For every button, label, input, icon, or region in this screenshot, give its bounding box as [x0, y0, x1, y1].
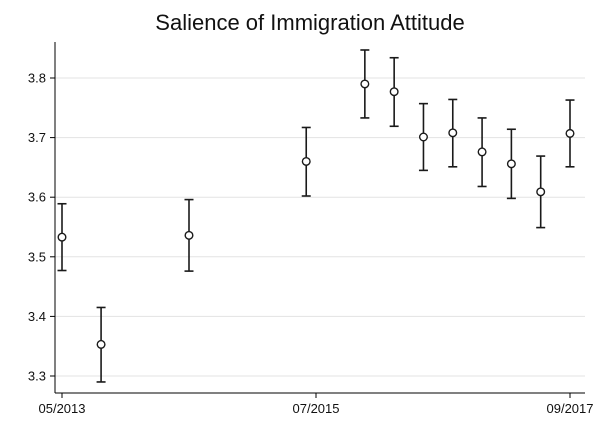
data-point-group [360, 49, 370, 119]
data-point [184, 230, 194, 240]
y-tick-label: 3.8 [28, 71, 46, 86]
data-point [57, 232, 67, 242]
data-point [389, 87, 399, 97]
data-point-group [536, 155, 546, 229]
data-point [477, 147, 487, 157]
data-point-group [565, 99, 575, 168]
y-tick-label: 3.3 [28, 369, 46, 384]
data-point [360, 79, 370, 89]
y-tick-label: 3.4 [28, 309, 46, 324]
data-point [448, 128, 458, 138]
data-point-group [301, 126, 311, 197]
chart-title: Salience of Immigration Attitude [155, 10, 465, 35]
x-tick-label: 07/2015 [293, 401, 340, 416]
data-point-group [418, 102, 428, 172]
y-tick-label: 3.6 [28, 190, 46, 205]
data-point-group [389, 56, 399, 128]
data-point-group [184, 198, 194, 272]
data-point-group [506, 128, 516, 200]
data-point-group [477, 117, 487, 188]
data-point [536, 187, 546, 197]
data-point-group [57, 202, 67, 272]
y-tick-label: 3.5 [28, 249, 46, 264]
data-point [418, 132, 428, 142]
data-point-group [96, 306, 106, 383]
data-point [506, 159, 516, 169]
x-tick-label: 05/2013 [39, 401, 86, 416]
data-point [301, 156, 311, 166]
y-tick-label: 3.7 [28, 130, 46, 145]
data-point [96, 339, 106, 349]
x-tick-label: 09/2017 [547, 401, 594, 416]
data-point [565, 128, 575, 138]
data-point-group [448, 98, 458, 168]
